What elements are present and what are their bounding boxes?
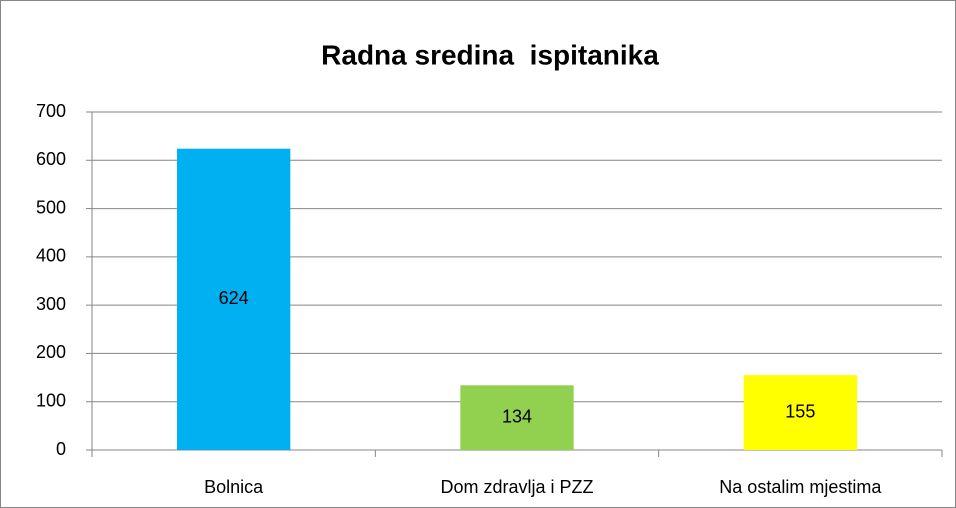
y-tick-label: 100 [36,390,66,410]
y-tick-label: 700 [36,101,66,121]
y-tick-label: 600 [36,149,66,169]
bar [743,375,857,450]
y-tick-label: 400 [36,246,66,266]
x-tick-label: Bolnica [204,477,264,497]
chart-title: Radna sredina ispitanika [321,39,659,70]
x-tick-label: Na ostalim mjestima [719,477,882,497]
bar [460,385,574,450]
y-tick-label: 200 [36,342,66,362]
data-label: 624 [219,288,249,308]
y-tick-label: 0 [56,439,66,459]
y-tick-label: 500 [36,197,66,217]
bar [177,148,291,450]
data-label: 155 [785,401,815,421]
y-tick-label: 300 [36,294,66,314]
data-label: 134 [502,406,532,426]
x-tick-label: Dom zdravlja i PZZ [440,477,593,497]
